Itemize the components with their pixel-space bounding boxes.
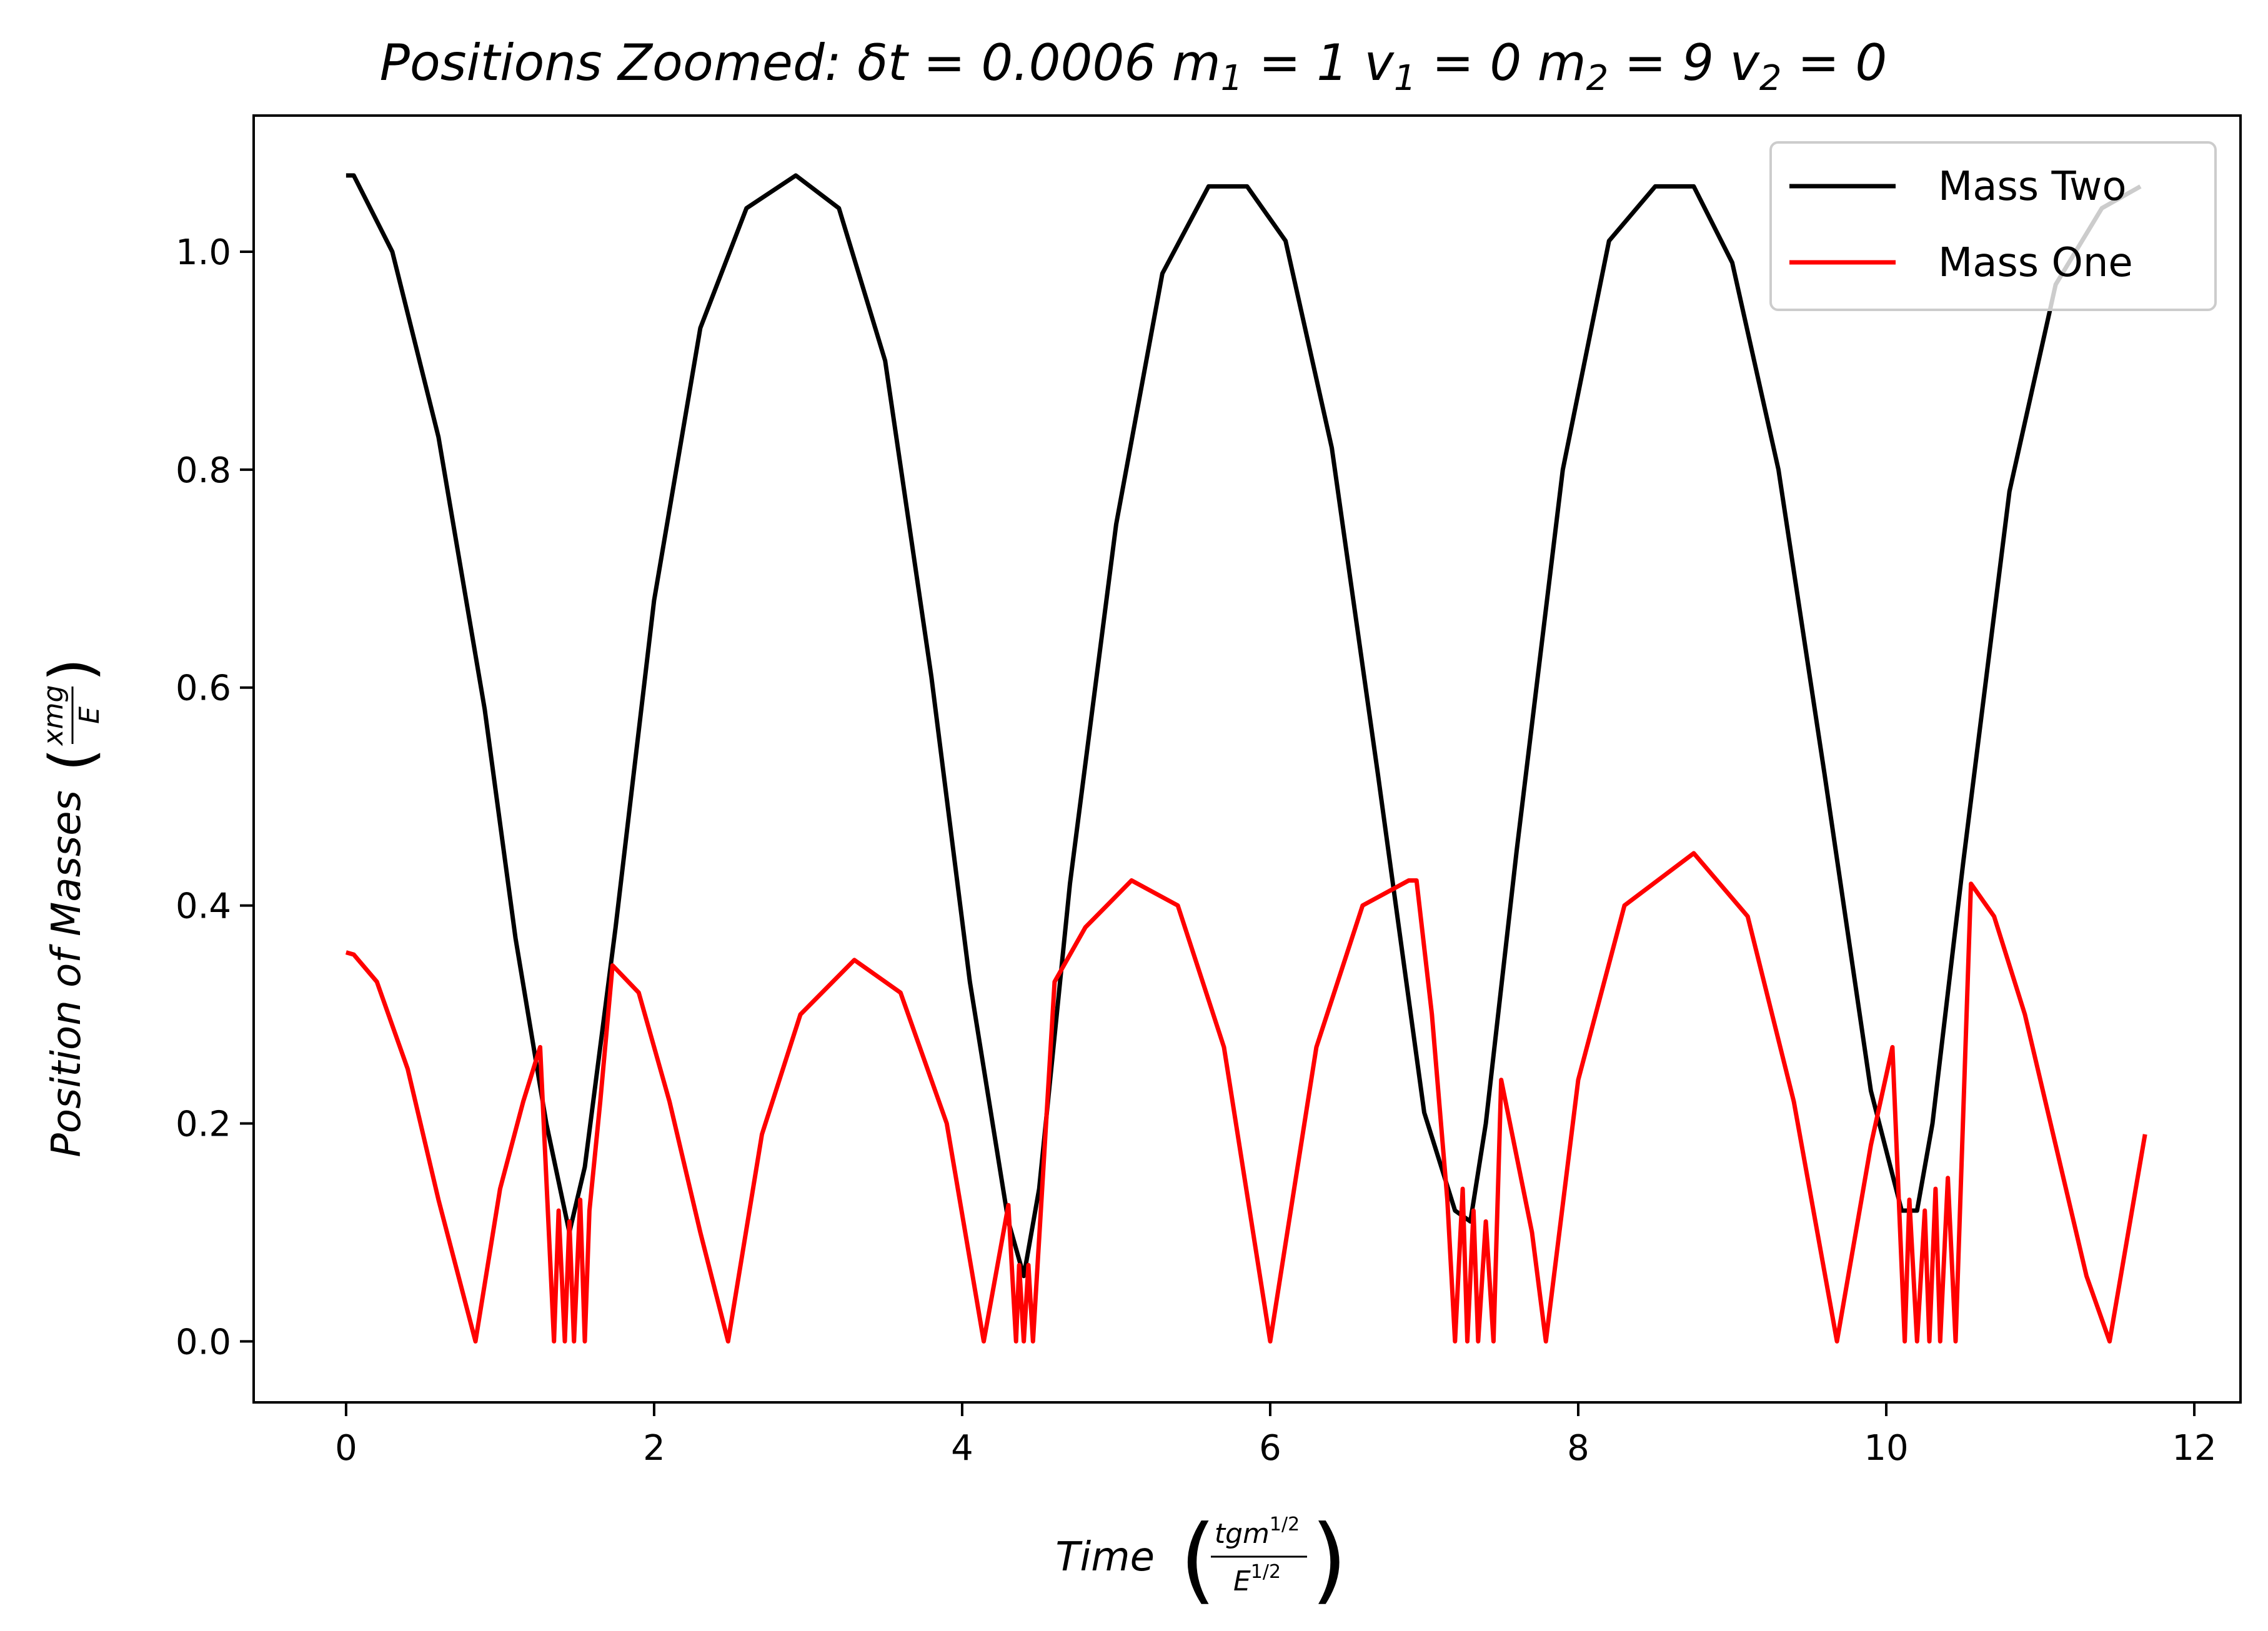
legend-label-mass-two: Mass Two: [1938, 164, 2126, 210]
y-tick-label: 0.2: [176, 1104, 231, 1144]
x-axis-label-numerator: tgm1/2: [1215, 1514, 1300, 1550]
y-tick-label: 1.0: [176, 232, 231, 273]
x-tick-label: 2: [643, 1428, 665, 1469]
x-tick-label: 10: [1864, 1428, 1908, 1469]
y-tick-label: 0.0: [176, 1322, 231, 1362]
x-axis-paren-open: (: [1180, 1505, 1216, 1614]
series-line-mass-one: [345, 851, 2147, 1344]
x-axis-label-text: Time: [1055, 1534, 1155, 1580]
plot-frame: [252, 114, 2242, 1404]
y-axis-label-text: Position of Masses: [44, 790, 90, 1158]
x-axis-label-denominator: E1/2: [1233, 1561, 1281, 1597]
x-tick-label: 12: [2172, 1428, 2216, 1469]
x-tick-label: 6: [1259, 1428, 1281, 1469]
y-axis-ticks: 0.0 0.2 0.4 0.6 0.8 1.0: [176, 232, 254, 1362]
y-axis-label: Position of Masses ( xmg E ): [37, 658, 107, 1158]
x-axis-paren-close: ): [1311, 1505, 1348, 1614]
series-layer: [345, 173, 2147, 1344]
y-tick-label: 0.4: [176, 886, 231, 927]
y-tick-label: 0.8: [176, 450, 231, 491]
x-tick-label: 0: [335, 1428, 357, 1469]
y-axis-paren-close: ): [37, 658, 107, 682]
y-axis-label-numerator: xmg: [37, 685, 69, 747]
x-axis-label: Time ( tgm1/2 E1/2 ): [1055, 1505, 1347, 1614]
chart-title: Positions Zoomed: δt = 0.0006 m1 = 1 v1 …: [380, 34, 1888, 99]
y-tick-label: 0.6: [176, 668, 231, 709]
x-axis-ticks: 0 2 4 6 8 10 12: [335, 1402, 2217, 1469]
y-axis-paren-open: (: [37, 748, 107, 771]
series-line-mass-two: [346, 173, 2142, 1279]
legend-label-mass-one: Mass One: [1938, 240, 2133, 286]
x-tick-label: 8: [1567, 1428, 1589, 1469]
y-axis-label-denominator: E: [74, 706, 106, 724]
x-tick-label: 4: [951, 1428, 973, 1469]
legend: Mass Two Mass One: [1769, 141, 2217, 311]
